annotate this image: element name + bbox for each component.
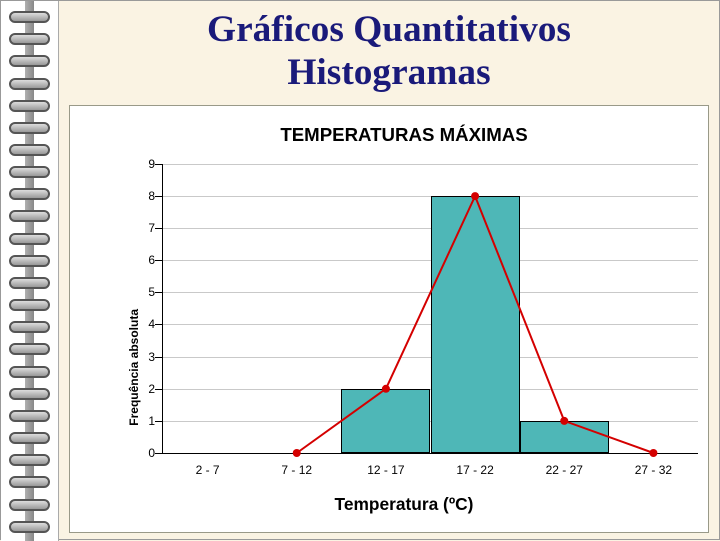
- y-tick-label: 0: [135, 446, 155, 460]
- y-tick-label: 3: [135, 350, 155, 364]
- y-tick: [155, 421, 163, 422]
- polygon-line: [297, 196, 654, 453]
- y-tick-label: 1: [135, 414, 155, 428]
- y-tick: [155, 389, 163, 390]
- slide-content: Gráficos Quantitativos Histogramas TEMPE…: [59, 1, 719, 539]
- y-tick: [155, 292, 163, 293]
- y-tick-label: 5: [135, 285, 155, 299]
- y-tick: [155, 260, 163, 261]
- x-tick-label: 12 - 17: [367, 463, 404, 477]
- frequency-polygon: [163, 164, 698, 453]
- polygon-marker: [649, 449, 657, 457]
- chart-title: TEMPERATURAS MÁXIMAS: [118, 124, 690, 146]
- x-axis-label: Temperatura (ºC): [118, 494, 690, 515]
- y-tick: [155, 196, 163, 197]
- slide-title: Gráficos Quantitativos Histogramas: [69, 9, 709, 95]
- x-tick-label: 27 - 32: [635, 463, 672, 477]
- chart-container: TEMPERATURAS MÁXIMAS Frequência absoluta…: [69, 105, 709, 533]
- y-tick-label: 7: [135, 221, 155, 235]
- y-tick: [155, 357, 163, 358]
- y-tick: [155, 228, 163, 229]
- slide-title-line2: Histogramas: [287, 52, 490, 93]
- y-tick: [155, 453, 163, 454]
- y-tick-label: 6: [135, 253, 155, 267]
- y-tick-label: 2: [135, 382, 155, 396]
- polygon-marker: [293, 449, 301, 457]
- x-tick-label: 17 - 22: [456, 463, 493, 477]
- polygon-marker: [471, 192, 479, 200]
- y-tick-label: 4: [135, 317, 155, 331]
- x-tick-label: 7 - 12: [281, 463, 312, 477]
- x-tick-label: 2 - 7: [196, 463, 220, 477]
- y-tick-label: 9: [135, 157, 155, 171]
- spiral-binding: [1, 1, 59, 541]
- y-tick: [155, 164, 163, 165]
- x-tick-label: 22 - 27: [546, 463, 583, 477]
- plot-area: 0123456789 2 - 77 - 1212 - 1717 - 2222 -…: [162, 164, 698, 454]
- polygon-marker: [382, 385, 390, 393]
- y-tick: [155, 324, 163, 325]
- slide-title-line1: Gráficos Quantitativos: [207, 9, 571, 50]
- plot-area-wrap: Frequência absoluta 0123456789 2 - 77 - …: [136, 164, 708, 454]
- y-tick-label: 8: [135, 189, 155, 203]
- polygon-marker: [560, 417, 568, 425]
